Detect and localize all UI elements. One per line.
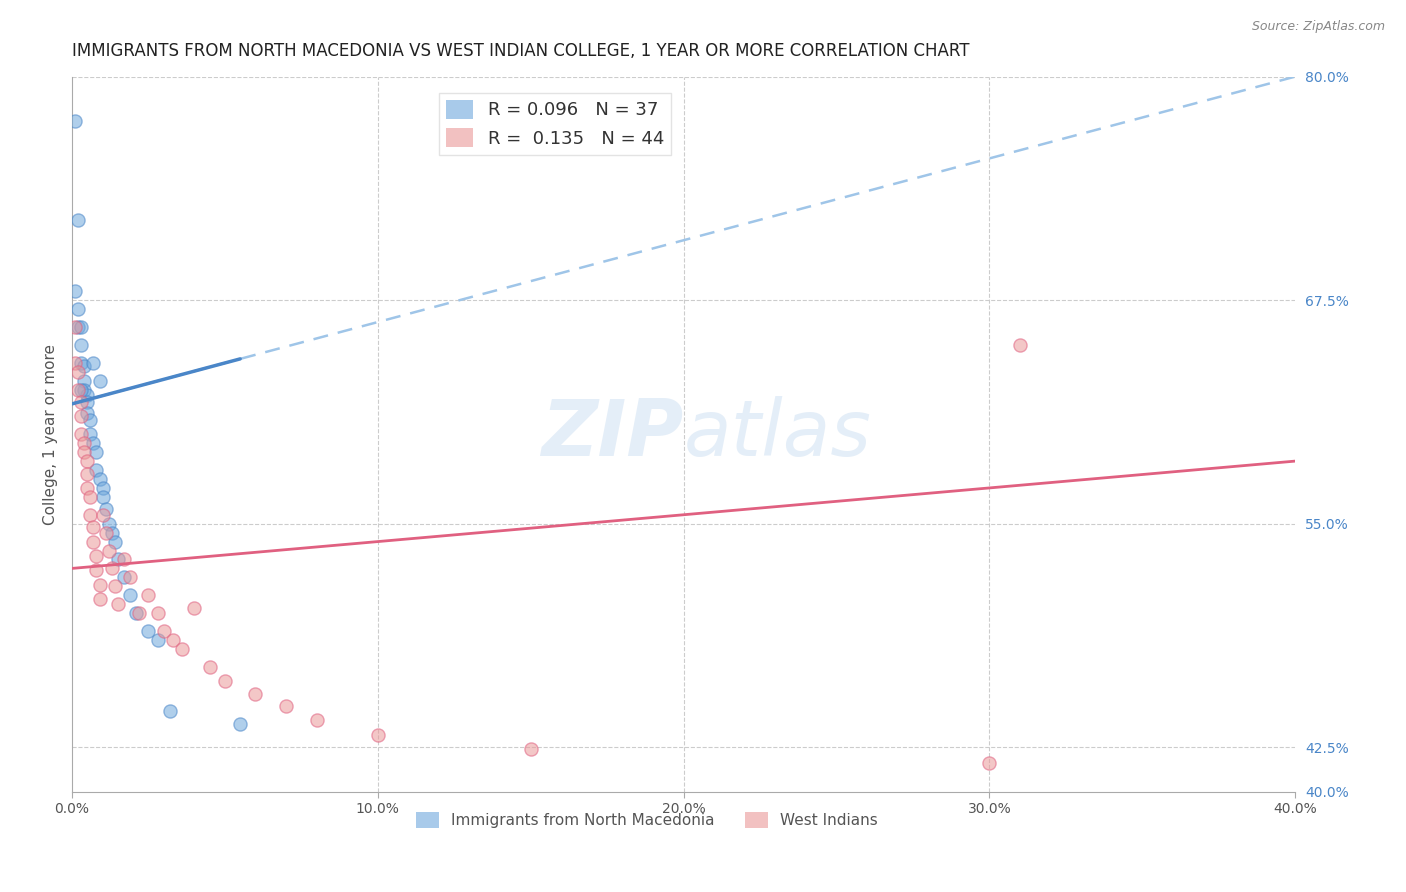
Point <box>152 624 174 638</box>
Point <box>67 365 90 379</box>
Point <box>91 481 114 495</box>
Point <box>76 406 98 420</box>
Text: Source: ZipAtlas.com: Source: ZipAtlas.com <box>1251 20 1385 33</box>
Point <box>94 502 117 516</box>
Point <box>172 641 194 656</box>
Point <box>89 374 111 388</box>
Point <box>94 525 117 540</box>
Point <box>70 409 93 424</box>
Point <box>82 356 104 370</box>
Point <box>214 674 236 689</box>
Point <box>89 591 111 606</box>
Point <box>63 320 86 334</box>
Point <box>73 359 96 374</box>
Point <box>86 549 108 563</box>
Point <box>274 699 297 714</box>
Point <box>70 320 93 334</box>
Point <box>120 570 142 584</box>
Point <box>100 561 122 575</box>
Point <box>70 356 93 370</box>
Point <box>1008 338 1031 352</box>
Point <box>70 383 93 397</box>
Text: atlas: atlas <box>683 396 872 472</box>
Point <box>76 395 98 409</box>
Text: IMMIGRANTS FROM NORTH MACEDONIA VS WEST INDIAN COLLEGE, 1 YEAR OR MORE CORRELATI: IMMIGRANTS FROM NORTH MACEDONIA VS WEST … <box>72 42 970 60</box>
Point <box>97 543 120 558</box>
Y-axis label: College, 1 year or more: College, 1 year or more <box>44 343 58 524</box>
Point <box>86 563 108 577</box>
Point <box>63 356 86 370</box>
Point <box>63 284 86 298</box>
Point <box>128 606 150 620</box>
Point <box>82 436 104 450</box>
Point <box>76 481 98 495</box>
Point <box>70 427 93 442</box>
Point <box>183 600 205 615</box>
Point <box>76 454 98 468</box>
Point <box>67 383 90 397</box>
Point <box>73 383 96 397</box>
Point <box>91 490 114 504</box>
Point <box>89 577 111 591</box>
Point <box>162 632 184 647</box>
Point <box>107 597 129 611</box>
Point <box>67 212 90 227</box>
Point <box>519 742 541 756</box>
Point <box>73 436 96 450</box>
Point <box>67 302 90 317</box>
Point <box>146 632 169 647</box>
Point <box>112 570 135 584</box>
Point <box>146 606 169 620</box>
Point <box>79 427 101 442</box>
Point <box>86 445 108 459</box>
Point <box>63 114 86 128</box>
Point <box>91 508 114 522</box>
Point <box>79 490 101 504</box>
Point <box>112 552 135 566</box>
Point <box>79 508 101 522</box>
Point <box>82 520 104 534</box>
Point <box>73 445 96 459</box>
Point <box>138 588 160 602</box>
Point <box>245 687 267 701</box>
Point <box>305 714 328 728</box>
Point <box>100 525 122 540</box>
Point <box>89 472 111 486</box>
Point <box>125 606 148 620</box>
Point <box>120 588 142 602</box>
Point <box>159 705 181 719</box>
Point <box>138 624 160 638</box>
Legend: Immigrants from North Macedonia, West Indians: Immigrants from North Macedonia, West In… <box>409 806 884 834</box>
Point <box>229 717 252 731</box>
Point <box>979 756 1001 771</box>
Point <box>67 320 90 334</box>
Point <box>367 728 389 742</box>
Point <box>107 552 129 566</box>
Point <box>198 660 221 674</box>
Point <box>82 534 104 549</box>
Point <box>79 413 101 427</box>
Point <box>70 338 93 352</box>
Point <box>104 579 127 593</box>
Text: ZIP: ZIP <box>541 396 683 472</box>
Point <box>76 388 98 402</box>
Point <box>76 467 98 481</box>
Point <box>73 374 96 388</box>
Point <box>97 516 120 531</box>
Point <box>86 463 108 477</box>
Point <box>104 534 127 549</box>
Point <box>70 395 93 409</box>
